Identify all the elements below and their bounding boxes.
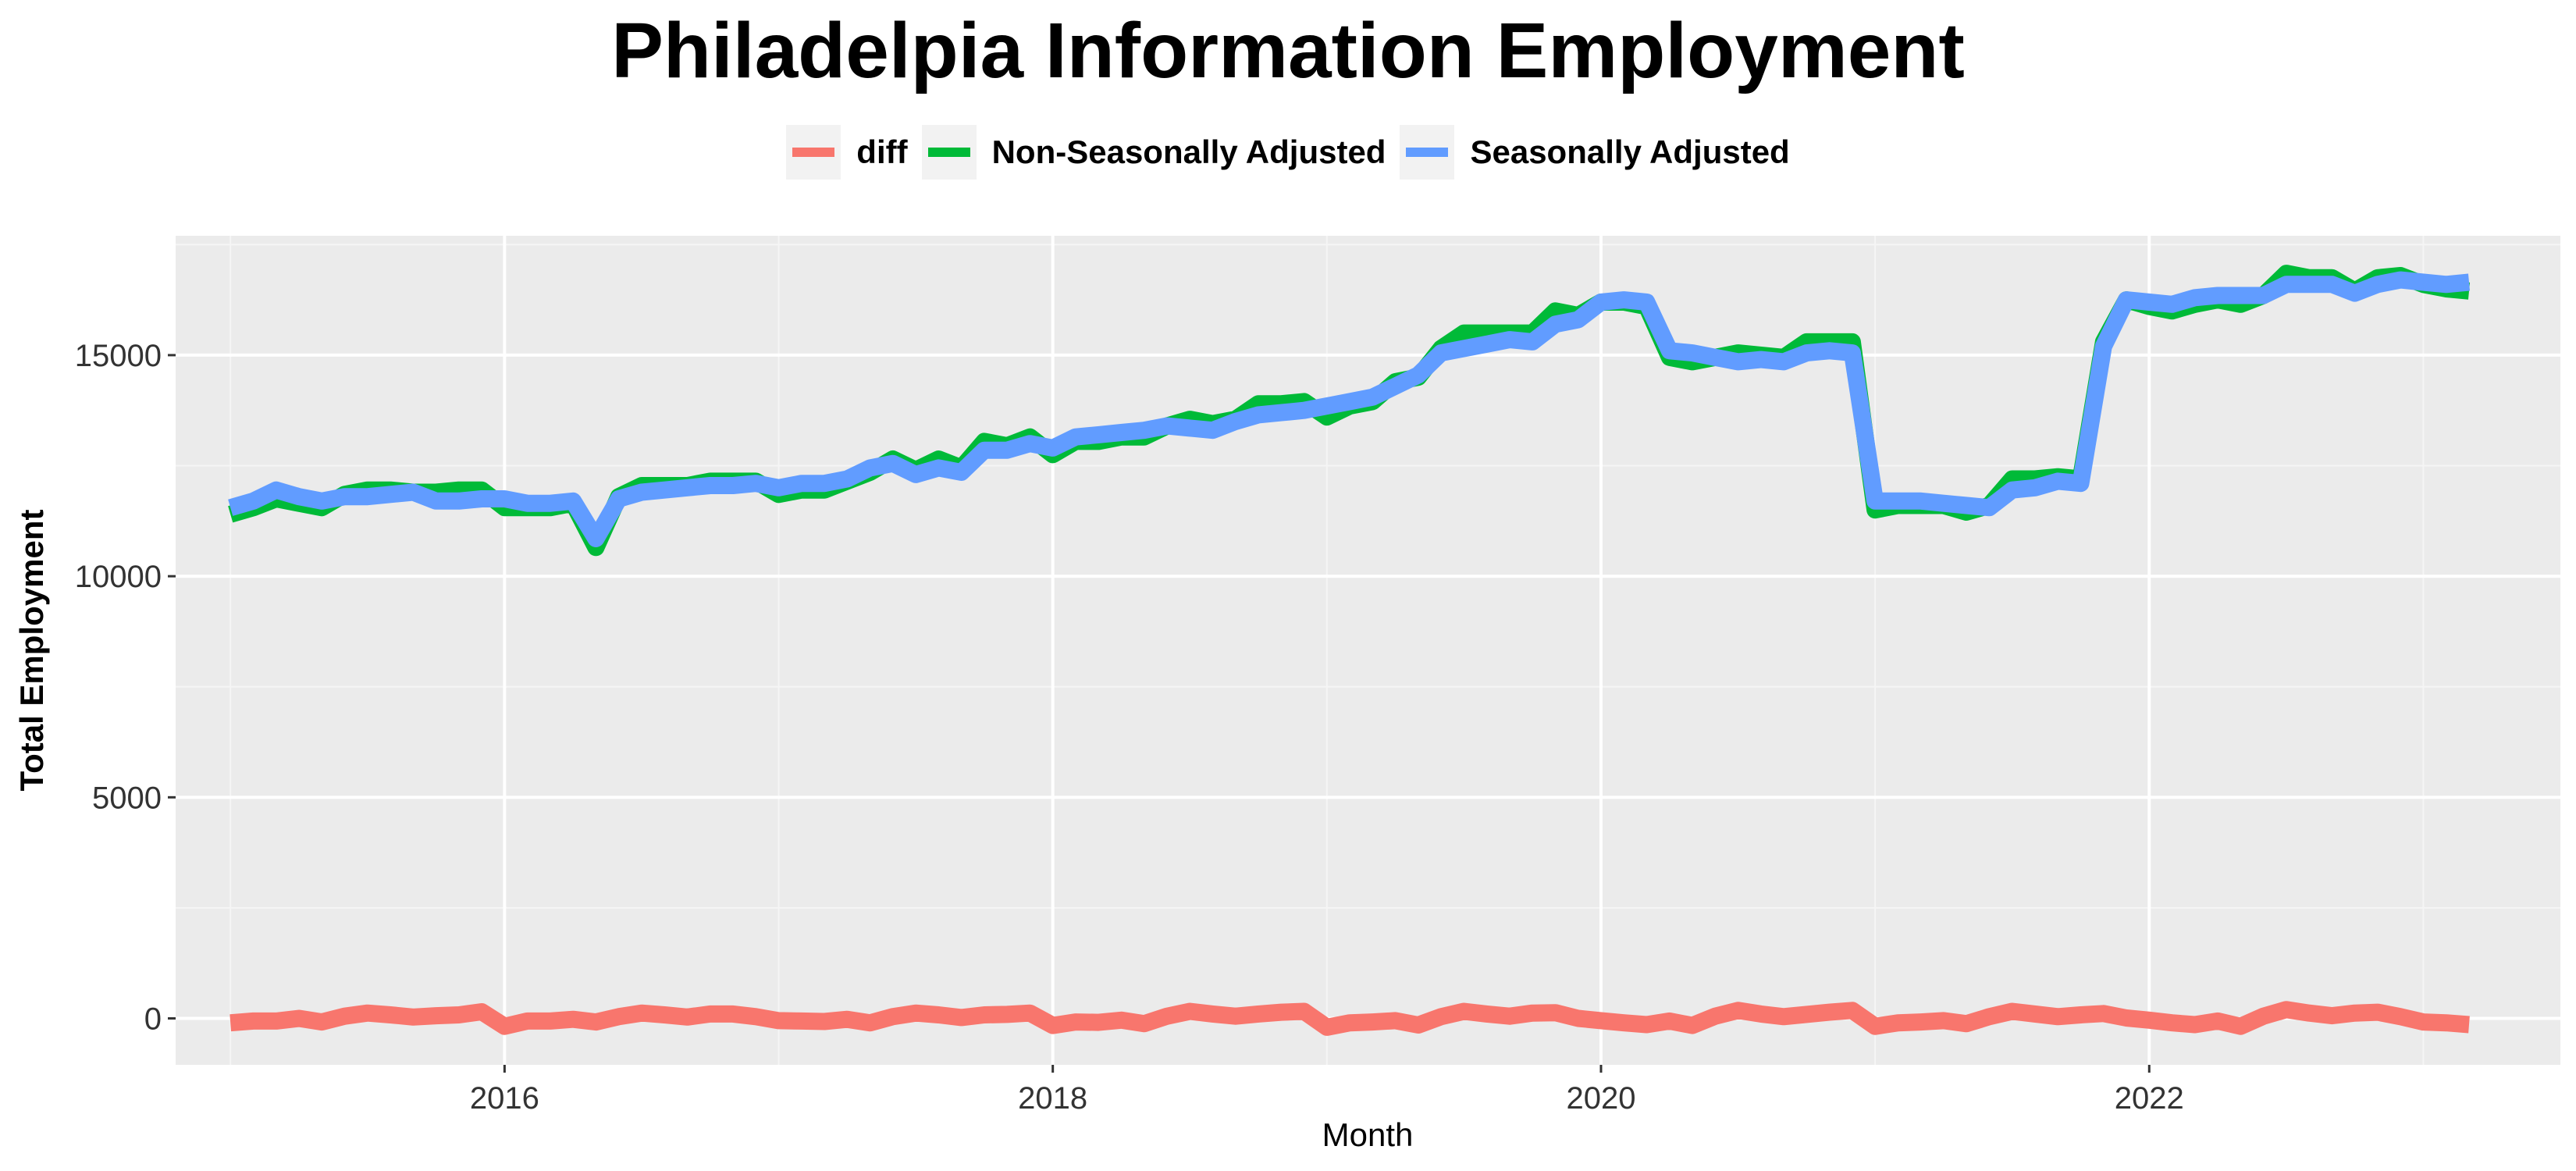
legend-item-non-seasonally-adjusted: Non-Seasonally Adjusted	[921, 125, 1386, 180]
x-axis-title: Month	[1322, 1116, 1414, 1153]
legend: diff Non-Seasonally Adjusted Seasonally …	[0, 125, 2576, 180]
x-tick-label: 2016	[470, 1081, 539, 1116]
series-layer	[228, 265, 2471, 1036]
x-tick-label: 2020	[1566, 1081, 1635, 1116]
series-line-seasonally-adjusted	[228, 271, 2471, 547]
legend-item-diff: diff	[786, 125, 908, 180]
y-axis-title: Total Employment	[13, 510, 50, 792]
y-tick-label: 10000	[75, 560, 162, 594]
legend-key-non-seasonally-adjusted	[921, 125, 977, 180]
legend-label-diff: diff	[856, 133, 908, 170]
axis-layer: 0 5000 10000 15000 2016 2018 2020 2022	[75, 339, 2184, 1116]
legend-key-seasonally-adjusted	[1400, 125, 1455, 180]
legend-item-seasonally-adjusted: Seasonally Adjusted	[1400, 125, 1790, 180]
x-tick-label: 2018	[1018, 1081, 1087, 1116]
series-line-diff	[229, 1001, 2470, 1036]
legend-label-non-seasonally-adjusted: Non-Seasonally Adjusted	[991, 133, 1386, 170]
y-tick-label: 0	[144, 1002, 162, 1037]
legend-key-diff	[786, 125, 841, 180]
plot-panel	[176, 236, 2560, 1065]
y-tick-label: 5000	[92, 781, 162, 815]
legend-label-seasonally-adjusted: Seasonally Adjusted	[1470, 133, 1790, 170]
chart-title: Philadelpia Information Employment	[611, 7, 1965, 94]
y-tick-label: 15000	[75, 339, 162, 373]
grid-layer	[176, 236, 2560, 1065]
x-tick-label: 2022	[2115, 1081, 2184, 1116]
